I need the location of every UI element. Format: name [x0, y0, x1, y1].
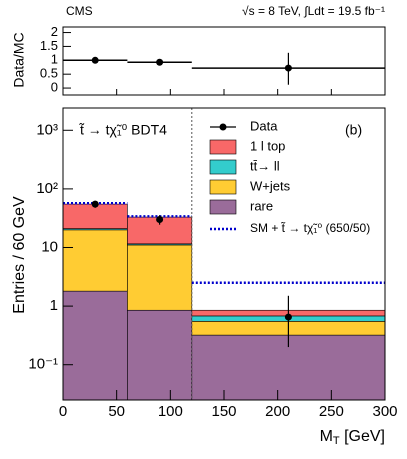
y-tick-label: 10⁻¹: [28, 356, 58, 373]
legend-swatch: [209, 139, 237, 155]
y-axis-label: Entries / 60 GeV: [11, 196, 28, 314]
stack-segment: [127, 309, 193, 401]
x-label-main: M: [320, 428, 333, 445]
ratio-point: [156, 58, 164, 66]
y-tick-label: 10³: [36, 121, 58, 138]
ratio-point: [284, 64, 292, 72]
x-label-unit: [GeV]: [340, 428, 385, 445]
legend-swatch: [209, 159, 237, 175]
y-tick-label: 10: [41, 238, 58, 255]
y-tick-label: 10²: [36, 180, 58, 197]
y-tick-label: 1: [51, 52, 58, 67]
annotation: t̃ → tχ̃₁⁰ BDT4: [79, 122, 168, 138]
stack-segment: [62, 229, 128, 292]
x-tick-label: 0: [59, 403, 67, 420]
legend-swatch: [209, 179, 237, 195]
x-tick-label: 300: [372, 403, 397, 420]
lumi-label: √s = 8 TeV, ∫Ldt = 19.5 fb⁻¹: [242, 4, 385, 18]
legend-label: tt̄→ ll: [250, 158, 280, 173]
ratio-y-label: Data/MC: [11, 32, 27, 87]
x-tick-label: 250: [319, 403, 344, 420]
legend-label: 1 l top: [250, 138, 285, 153]
y-tick-label: 1: [50, 297, 58, 314]
legend-label: rare: [250, 198, 273, 213]
data-point: [91, 200, 99, 208]
stack-segment: [62, 290, 128, 401]
ratio-point: [91, 56, 99, 64]
x-tick-label: 100: [158, 403, 183, 420]
y-tick-label: 0.5: [40, 66, 58, 81]
legend-data-marker: [219, 123, 227, 131]
legend-label: W+jets: [250, 178, 291, 193]
data-point: [156, 216, 164, 224]
stack-segment: [127, 244, 193, 311]
experiment-label: CMS: [66, 4, 93, 18]
x-axis-label: MT [GeV]: [320, 428, 385, 447]
x-tick-label: 200: [265, 403, 290, 420]
y-tick-label: 1.5: [40, 38, 58, 53]
legend-label: SM + t̃ → tχ̃₁⁰ (650/50): [250, 221, 370, 236]
x-tick-label: 150: [211, 403, 236, 420]
x-tick-label: 50: [108, 403, 125, 420]
legend-swatch: [209, 199, 237, 215]
panel-label: (b): [345, 122, 362, 138]
data-point: [284, 313, 292, 321]
legend-label: Data: [250, 118, 278, 133]
y-tick-label: 2: [51, 24, 58, 39]
x-label-sub: T: [333, 435, 340, 447]
y-tick-label: 0: [51, 79, 58, 94]
